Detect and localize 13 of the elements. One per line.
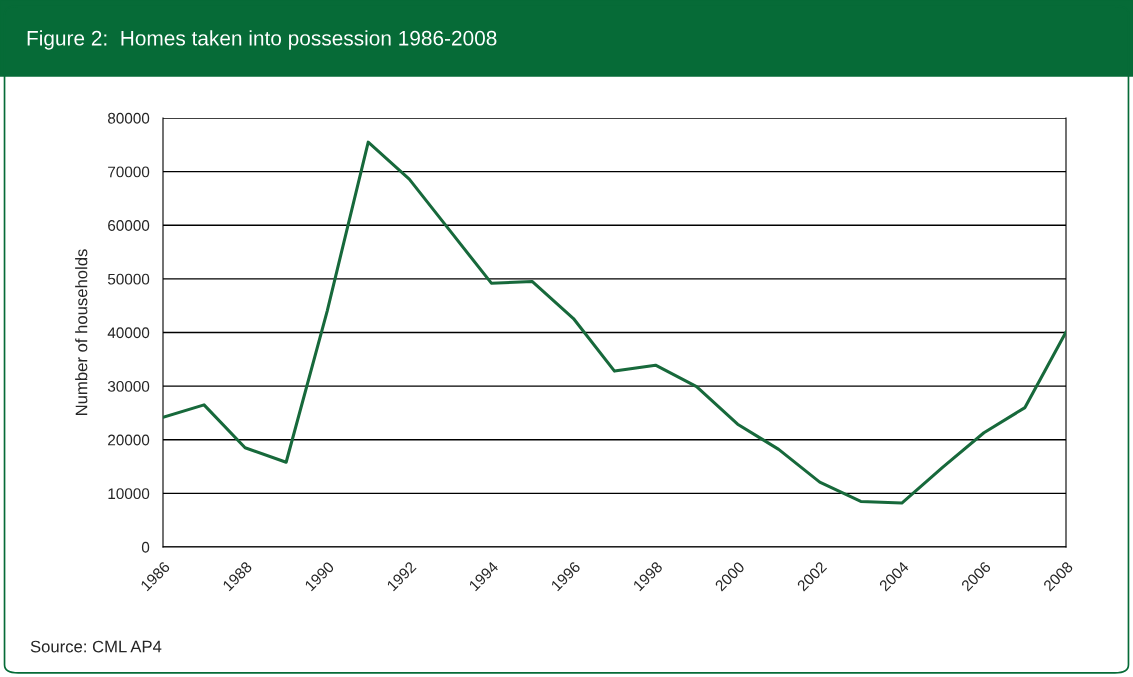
y-axis-title: Number of households (75, 249, 88, 415)
y-tick-label: 70000 (108, 166, 150, 178)
chart-title: Figure 2: Homes taken into possession 1986-2008 (27, 30, 497, 50)
y-tick-label: 30000 (107, 380, 150, 392)
y-tick-label: 40000 (107, 327, 150, 339)
y-tick-label: 10000 (108, 488, 150, 500)
y-tick-label: 80000 (107, 112, 150, 124)
y-tick-label: 60000 (108, 220, 150, 231)
y-tick-label: 0 (141, 541, 150, 553)
line-series (163, 140, 1066, 505)
y-tick-label: 20000 (108, 434, 150, 446)
y-tick-label: 50000 (107, 273, 150, 285)
source-note: Source: CML AP4 (30, 640, 162, 653)
